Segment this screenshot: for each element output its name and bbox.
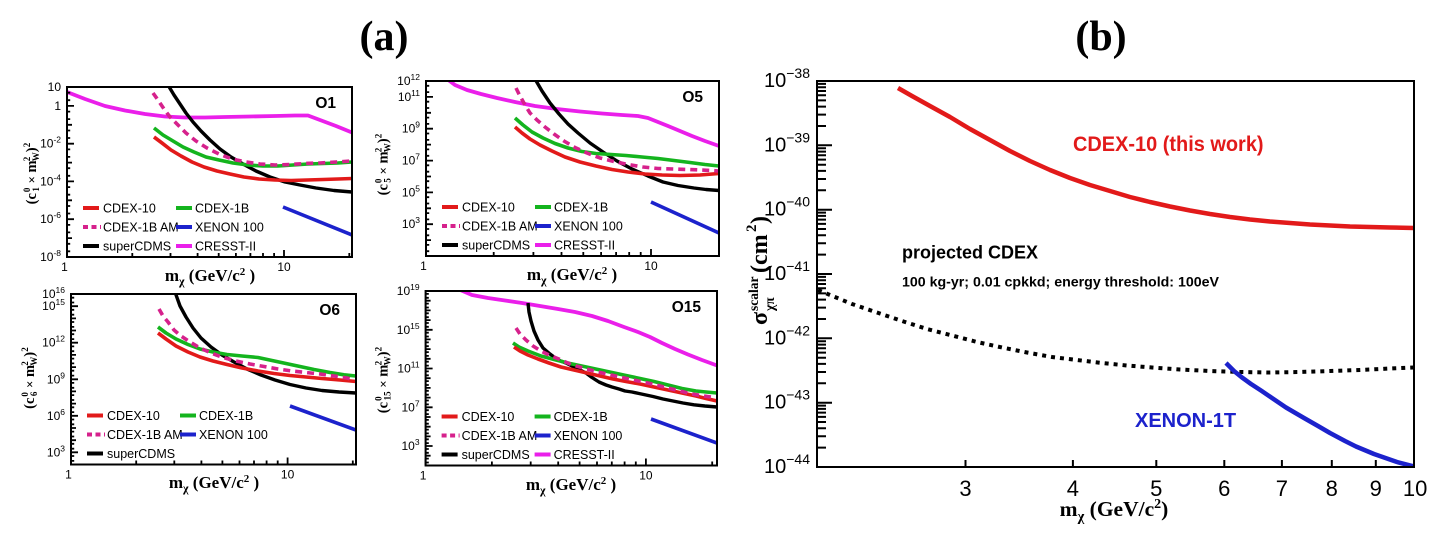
svg-text:2: 2 bbox=[20, 347, 30, 352]
svg-text:CDEX-10: CDEX-10 bbox=[462, 201, 515, 215]
svg-text:1: 1 bbox=[61, 260, 68, 274]
svg-text:2: 2 bbox=[22, 142, 32, 147]
svg-text:10: 10 bbox=[48, 80, 62, 94]
svg-text:2: 2 bbox=[374, 147, 384, 152]
svg-text:CDEX-1B AM: CDEX-1B AM bbox=[462, 429, 538, 443]
svg-text:1: 1 bbox=[31, 187, 41, 192]
svg-text:1: 1 bbox=[420, 259, 427, 273]
svg-text:superCDMS: superCDMS bbox=[103, 240, 171, 254]
svg-text:×: × bbox=[24, 176, 39, 183]
svg-text:3: 3 bbox=[959, 476, 971, 501]
svg-text:10−41: 10−41 bbox=[764, 258, 810, 285]
svg-text:2: 2 bbox=[20, 361, 30, 366]
svg-text:mχ (GeV/c2 ): mχ (GeV/c2 ) bbox=[165, 266, 255, 288]
svg-text:XENON 100: XENON 100 bbox=[195, 221, 264, 235]
svg-text:1: 1 bbox=[65, 468, 72, 482]
svg-text:2: 2 bbox=[744, 225, 760, 233]
svg-text:XENON 100: XENON 100 bbox=[554, 429, 623, 443]
svg-text:2: 2 bbox=[374, 346, 384, 351]
svg-text:(c: (c bbox=[376, 401, 392, 413]
svg-text:): ) bbox=[747, 216, 773, 224]
svg-text:2: 2 bbox=[374, 133, 384, 138]
svg-text:m: m bbox=[22, 365, 38, 377]
svg-text:CDEX-1B: CDEX-1B bbox=[554, 201, 608, 215]
svg-text:100 kg-yr; 0.01 cpkkd; energy: 100 kg-yr; 0.01 cpkkd; energy threshold:… bbox=[902, 275, 1220, 291]
svg-text:10: 10 bbox=[281, 468, 295, 482]
svg-text:CDEX-1B AM: CDEX-1B AM bbox=[107, 428, 183, 442]
svg-text:(a): (a) bbox=[360, 14, 409, 60]
svg-text:6: 6 bbox=[29, 391, 39, 396]
svg-text:CDEX-10: CDEX-10 bbox=[103, 202, 156, 216]
svg-text:m: m bbox=[376, 151, 392, 163]
svg-text:2: 2 bbox=[374, 360, 384, 365]
svg-text:0: 0 bbox=[374, 396, 384, 401]
svg-text:χπ: χπ bbox=[762, 297, 777, 312]
svg-text:8: 8 bbox=[1326, 476, 1338, 501]
svg-text:×: × bbox=[376, 380, 391, 387]
svg-text:7: 7 bbox=[1276, 476, 1288, 501]
svg-text:projected CDEX: projected CDEX bbox=[902, 243, 1038, 263]
svg-text:15: 15 bbox=[383, 391, 393, 401]
svg-text:10: 10 bbox=[277, 260, 291, 274]
svg-text:σ: σ bbox=[747, 312, 773, 325]
svg-text:): ) bbox=[376, 138, 392, 143]
svg-text:(c: (c bbox=[22, 397, 38, 409]
svg-text:CDEX-1B: CDEX-1B bbox=[195, 202, 249, 216]
svg-text:): ) bbox=[376, 351, 392, 356]
svg-text:): ) bbox=[22, 352, 38, 357]
svg-text:superCDMS: superCDMS bbox=[107, 447, 175, 461]
svg-text:O6: O6 bbox=[319, 302, 340, 319]
svg-text:5: 5 bbox=[1150, 476, 1162, 501]
svg-text:1: 1 bbox=[54, 99, 61, 113]
svg-text:mχ (GeV/c2 ): mχ (GeV/c2 ) bbox=[169, 473, 259, 495]
svg-text:CDEX-1B AM: CDEX-1B AM bbox=[103, 221, 179, 235]
svg-text:m: m bbox=[24, 160, 40, 172]
svg-text:CDEX-1B: CDEX-1B bbox=[554, 410, 608, 424]
svg-text:2: 2 bbox=[22, 156, 32, 161]
svg-text:m: m bbox=[376, 365, 392, 377]
svg-text:(cm: (cm bbox=[747, 234, 773, 273]
svg-text:6: 6 bbox=[1218, 476, 1230, 501]
svg-text:CDEX-1B AM: CDEX-1B AM bbox=[462, 220, 538, 234]
svg-text:10: 10 bbox=[1403, 476, 1427, 501]
svg-text:9: 9 bbox=[1370, 476, 1382, 501]
svg-text:CRESST-II: CRESST-II bbox=[195, 240, 256, 254]
svg-text:1: 1 bbox=[420, 469, 427, 483]
svg-text:×: × bbox=[376, 167, 391, 174]
svg-text:W: W bbox=[29, 357, 39, 366]
svg-text:): ) bbox=[24, 147, 40, 152]
svg-text:5: 5 bbox=[383, 178, 393, 183]
svg-text:superCDMS: superCDMS bbox=[462, 448, 530, 462]
svg-text:(b): (b) bbox=[1075, 14, 1126, 60]
svg-text:superCDMS: superCDMS bbox=[462, 239, 530, 253]
svg-text:O1: O1 bbox=[315, 95, 336, 112]
svg-text:CDEX-10: CDEX-10 bbox=[107, 409, 160, 423]
svg-text:0: 0 bbox=[20, 392, 30, 397]
svg-text:10: 10 bbox=[639, 469, 653, 483]
svg-text:10: 10 bbox=[644, 259, 658, 273]
svg-text:(c: (c bbox=[376, 184, 392, 196]
svg-text:CRESST-II: CRESST-II bbox=[554, 239, 615, 253]
svg-text:CRESST-II: CRESST-II bbox=[554, 448, 615, 462]
svg-text:CDEX-10: CDEX-10 bbox=[462, 410, 515, 424]
svg-text:W: W bbox=[383, 356, 393, 365]
svg-text:mχ (GeV/c2): mχ (GeV/c2) bbox=[1060, 497, 1169, 525]
svg-text:mχ (GeV/c2 ): mχ (GeV/c2 ) bbox=[526, 475, 616, 497]
svg-text:(c: (c bbox=[24, 193, 40, 205]
svg-text:mχ (GeV/c2 ): mχ (GeV/c2 ) bbox=[527, 265, 617, 287]
svg-text:×: × bbox=[22, 381, 37, 388]
svg-text:O15: O15 bbox=[672, 299, 702, 316]
svg-text:scalar: scalar bbox=[746, 277, 761, 312]
svg-text:O5: O5 bbox=[682, 89, 703, 106]
svg-text:CDEX-1B: CDEX-1B bbox=[199, 409, 253, 423]
svg-text:W: W bbox=[31, 152, 41, 161]
svg-text:XENON 100: XENON 100 bbox=[554, 220, 623, 234]
svg-text:0: 0 bbox=[22, 187, 32, 192]
svg-text:XENON 100: XENON 100 bbox=[199, 428, 268, 442]
svg-text:XENON-1T: XENON-1T bbox=[1135, 410, 1236, 432]
svg-text:4: 4 bbox=[1067, 476, 1079, 501]
svg-text:W: W bbox=[383, 143, 393, 152]
svg-text:0: 0 bbox=[374, 178, 384, 183]
svg-text:CDEX-10 (this work): CDEX-10 (this work) bbox=[1073, 133, 1264, 157]
